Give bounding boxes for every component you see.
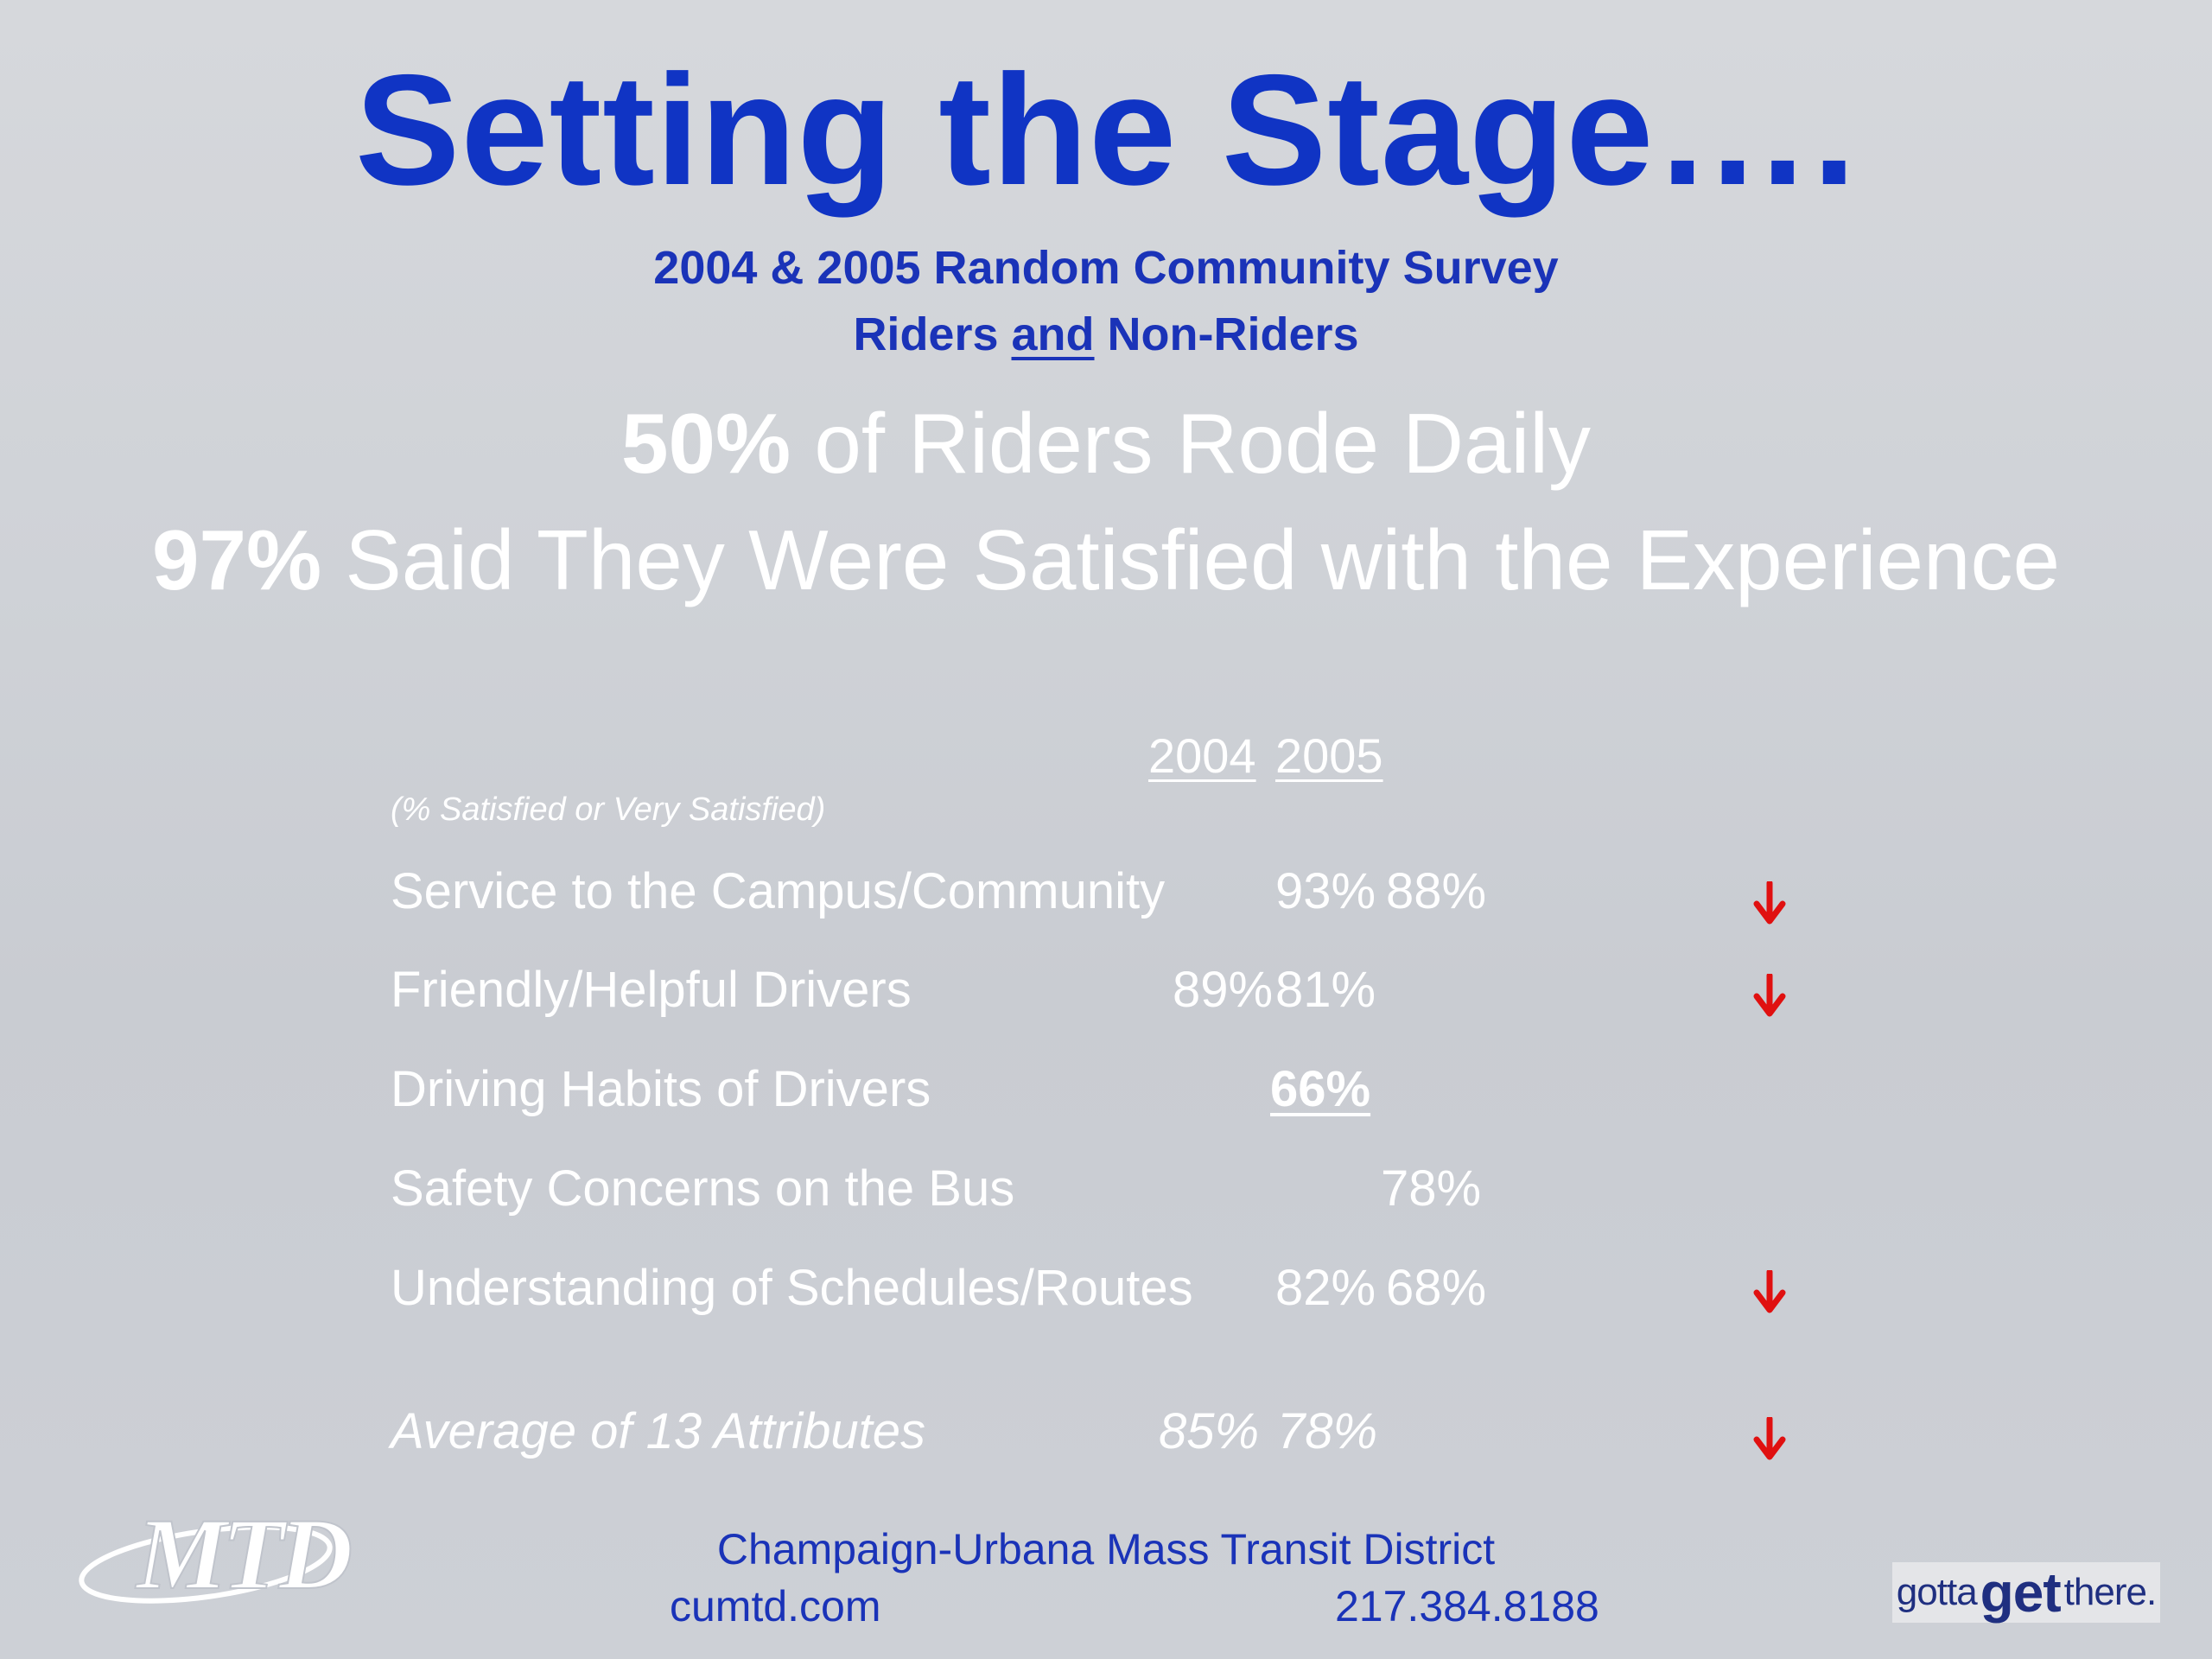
satisfaction-stat: 97% Said They Were Satisfied with the Ex… — [0, 512, 2212, 607]
daily-riders-percent: 50% — [620, 396, 791, 491]
row-drivers-2005: 81% — [1275, 962, 1376, 1018]
row-label-safety: Safety Concerns on the Bus — [391, 1160, 1015, 1217]
row-safety-2005: 78% — [1381, 1160, 1482, 1217]
audience-subtitle-nonriders: Non-Riders — [1094, 308, 1359, 360]
row-schedules-2004: 82% — [1275, 1260, 1376, 1316]
slide-title: Setting the Stage…. — [354, 41, 1858, 218]
row-service-2004: 93% — [1275, 863, 1376, 919]
website-link[interactable]: cumtd.com — [670, 1582, 881, 1630]
row-label-driving-habits: Driving Habits of Drivers — [391, 1061, 931, 1117]
down-arrow-icon — [1753, 974, 1786, 1017]
row-label-schedules: Understanding of Schedules/Routes — [391, 1260, 1193, 1316]
tagline-logo: gotta get there. — [1892, 1561, 2160, 1624]
satisfaction-percent: 97% — [151, 512, 322, 607]
row-label-drivers: Friendly/Helpful Drivers — [391, 962, 912, 1018]
year-2004-header: 2004 — [1148, 728, 1256, 783]
row-service-2005: 88% — [1386, 863, 1487, 919]
down-arrow-icon — [1753, 881, 1786, 925]
mtd-logo: MTD — [79, 1497, 357, 1607]
svg-text:MTD: MTD — [135, 1497, 351, 1607]
row-schedules-2005: 68% — [1386, 1260, 1487, 1316]
tagline-get: get — [1980, 1561, 2062, 1624]
row-driving-habits-2005: 66% — [1270, 1061, 1371, 1117]
organization-name: Champaign-Urbana Mass Transit District — [716, 1525, 1496, 1573]
audience-subtitle-and: and — [1011, 308, 1095, 360]
row-label-service: Service to the Campus/Community — [391, 863, 1166, 919]
satisfaction-text: Said They Were Satisfied with the Experi… — [321, 512, 2061, 607]
year-2005-header: 2005 — [1275, 728, 1383, 783]
row-label-average: Average of 13 Attributes — [391, 1403, 926, 1459]
audience-subtitle: Riders and Non-Riders — [0, 307, 2212, 362]
daily-riders-text: of Riders Rode Daily — [791, 396, 1592, 491]
tagline-there: there. — [2063, 1571, 2158, 1613]
row-drivers-2004: 89% — [1173, 962, 1274, 1018]
down-arrow-icon — [1753, 1270, 1786, 1313]
tagline-gotta: gotta — [1896, 1571, 1978, 1613]
survey-subtitle: 2004 & 2005 Random Community Survey — [653, 242, 1559, 294]
row-average-2005: 78% — [1277, 1403, 1378, 1459]
phone-number: 217.384.8188 — [1335, 1582, 1599, 1630]
daily-riders-stat: 50% of Riders Rode Daily — [0, 396, 2212, 491]
down-arrow-icon — [1753, 1417, 1786, 1460]
table-note: (% Satisfied or Very Satisfied) — [391, 791, 826, 828]
audience-subtitle-riders: Riders — [853, 308, 1012, 360]
row-average-2004: 85% — [1159, 1403, 1260, 1459]
